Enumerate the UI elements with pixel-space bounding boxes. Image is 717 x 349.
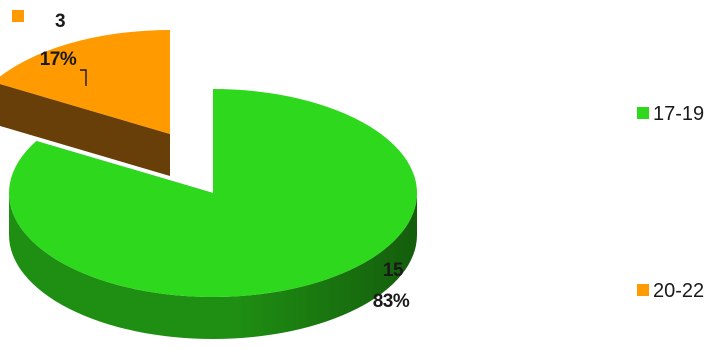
pie-slice bbox=[8, 89, 417, 339]
data-label-value: 3 bbox=[55, 11, 65, 32]
pie-layer bbox=[0, 30, 417, 339]
legend-swatch bbox=[637, 284, 649, 296]
pie-slice bbox=[0, 30, 170, 176]
data-label-percent: 83% bbox=[373, 291, 410, 312]
legend-swatch bbox=[637, 107, 649, 119]
legend: 17-19 20-22 bbox=[637, 103, 704, 302]
data-label-percent: 17% bbox=[40, 49, 77, 70]
data-label-value: 15 bbox=[383, 260, 404, 281]
legend-label: 17-19 bbox=[653, 103, 704, 125]
pie-slice-top bbox=[0, 30, 170, 134]
pie-slice-top bbox=[8, 89, 417, 297]
label-marker bbox=[12, 10, 24, 22]
legend-label: 20-22 bbox=[653, 280, 704, 302]
pie-slice-side bbox=[9, 193, 417, 339]
leader-line bbox=[80, 69, 87, 86]
pie-slice-wall bbox=[0, 83, 170, 176]
